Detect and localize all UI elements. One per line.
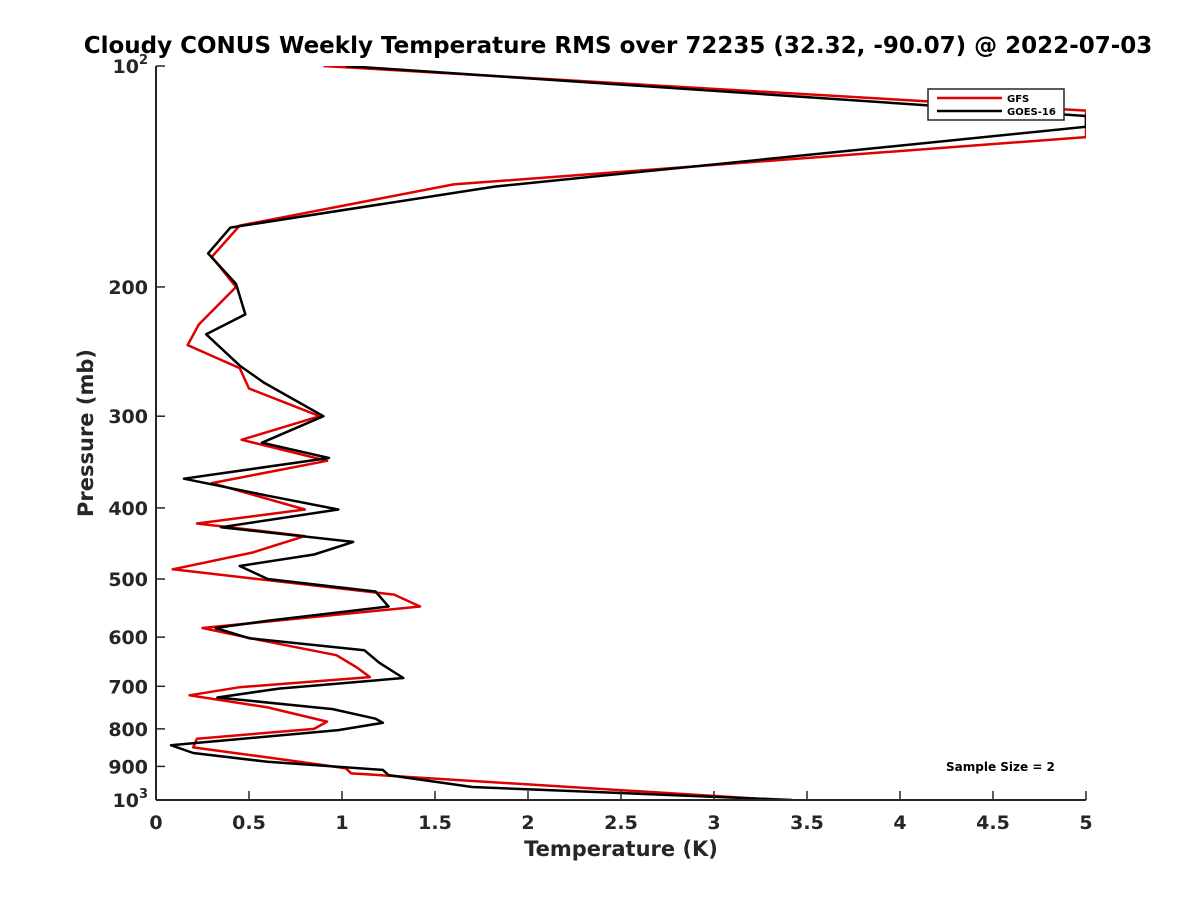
series-line-gfs	[171, 66, 1086, 800]
x-tick-label: 1	[335, 812, 348, 834]
y-tick-label: 300	[108, 406, 148, 428]
y-tick-label: 500	[108, 569, 148, 591]
y-tick-label: 200	[108, 277, 148, 299]
x-tick-label: 2	[521, 812, 534, 834]
x-tick-label: 4	[893, 812, 906, 834]
x-tick-label: 1.5	[418, 812, 452, 834]
y-axis-label: Pressure (mb)	[74, 349, 98, 517]
series-line-goes-16	[169, 66, 1086, 800]
x-axis-label: Temperature (K)	[524, 837, 718, 861]
x-tick-label: 5	[1079, 812, 1092, 834]
y-tick-base: 10	[113, 790, 139, 812]
y-tick-label: 700	[108, 676, 148, 698]
x-tick-label: 4.5	[976, 812, 1010, 834]
x-tick-label: 3.5	[790, 812, 824, 834]
series-layer	[169, 66, 1086, 800]
x-tick-label: 3	[707, 812, 720, 834]
legend-label: GOES-16	[1007, 107, 1056, 118]
y-tick-label: 103	[113, 787, 149, 812]
y-tick-label: 400	[108, 498, 148, 520]
y-tick-exponent: 3	[139, 787, 148, 802]
y-tick-label: 102	[113, 53, 149, 78]
chart-title: Cloudy CONUS Weekly Temperature RMS over…	[84, 33, 1153, 59]
legend: GFS GOES-16	[927, 88, 1065, 121]
x-tick-label: 0.5	[232, 812, 266, 834]
legend-label: GFS	[1007, 94, 1029, 105]
y-tick-base: 10	[113, 56, 139, 78]
y-tick-label: 900	[108, 756, 148, 778]
legend-box	[927, 88, 1065, 121]
x-ticks: 0 0.5 1 1.5 2 2.5 3 3.5 4 4.5 5	[149, 791, 1093, 834]
x-tick-label: 2.5	[604, 812, 638, 834]
sample-size-annotation: Sample Size = 2	[946, 760, 1055, 774]
y-tick-exponent: 2	[139, 53, 148, 68]
y-tick-label: 600	[108, 627, 148, 649]
x-tick-label: 0	[149, 812, 162, 834]
y-tick-label: 800	[108, 719, 148, 741]
